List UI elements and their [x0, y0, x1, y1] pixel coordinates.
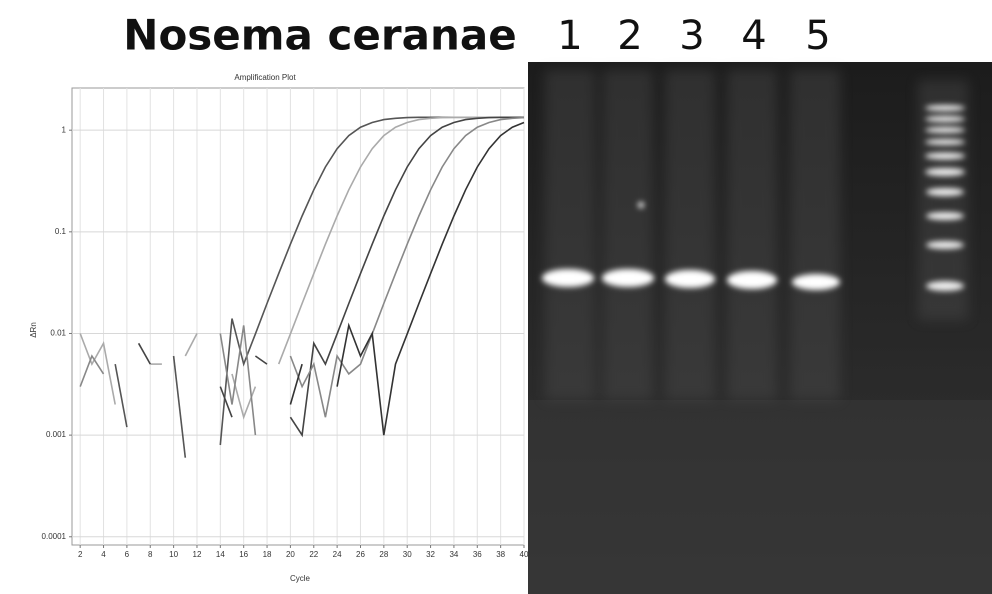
y-tick-label: 0.1 — [55, 227, 67, 236]
series-line — [219, 325, 257, 436]
series-line — [172, 355, 187, 458]
lane-label: 5 — [805, 13, 830, 59]
series-line — [79, 354, 105, 387]
y-tick-label: 1 — [62, 125, 67, 134]
series-line — [137, 342, 151, 365]
series-line — [219, 386, 233, 418]
x-tick-label: 8 — [148, 550, 153, 559]
y-tick-label: 0.001 — [46, 430, 67, 439]
chart-title: Amplification Plot — [234, 73, 296, 82]
x-tick-label: 6 — [125, 550, 130, 559]
x-tick-label: 10 — [169, 550, 178, 559]
x-tick-label: 2 — [78, 550, 83, 559]
x-tick-label: 18 — [263, 550, 272, 559]
y-tick-label: 0.01 — [50, 329, 66, 338]
x-tick-label: 38 — [496, 550, 505, 559]
lane-label: 1 — [557, 13, 582, 59]
lane-label: 2 — [617, 13, 642, 59]
x-tick-label: 14 — [216, 550, 225, 559]
series-line — [184, 333, 198, 357]
x-tick-label: 30 — [403, 550, 412, 559]
series-line — [289, 363, 303, 405]
x-tick-label: 16 — [239, 550, 248, 559]
x-tick-label: 24 — [333, 550, 342, 559]
series-line — [289, 116, 524, 438]
y-axis-label: ΔRn — [29, 322, 38, 338]
series-line — [114, 363, 128, 428]
x-tick-label: 4 — [101, 550, 106, 559]
x-tick-label: 26 — [356, 550, 365, 559]
x-tick-label: 32 — [426, 550, 435, 559]
series-line — [336, 121, 525, 436]
figure-title: Nosema ceranae — [123, 11, 516, 60]
series-line — [289, 116, 525, 418]
series-line — [254, 355, 268, 365]
x-tick-label: 20 — [286, 550, 295, 559]
x-tick-label: 36 — [473, 550, 482, 559]
x-tick-label: 12 — [193, 550, 202, 559]
x-tick-label: 40 — [520, 550, 529, 559]
gel-image — [528, 62, 992, 594]
lane-label: 4 — [741, 13, 766, 59]
lane-label: 3 — [679, 13, 704, 59]
x-tick-label: 22 — [309, 550, 318, 559]
plot-area — [71, 87, 525, 546]
x-tick-label: 34 — [449, 550, 458, 559]
plot — [79, 116, 525, 458]
x-tick-label: 28 — [379, 550, 388, 559]
x-axis-label: Cycle — [290, 574, 311, 583]
grid: 2 4 6 8 10 12 14 16 18 20 22 24 26 28 30 32 34 36 38 400.00… — [42, 88, 529, 559]
series-line — [79, 333, 116, 405]
y-tick-label: 0.0001 — [42, 532, 67, 541]
